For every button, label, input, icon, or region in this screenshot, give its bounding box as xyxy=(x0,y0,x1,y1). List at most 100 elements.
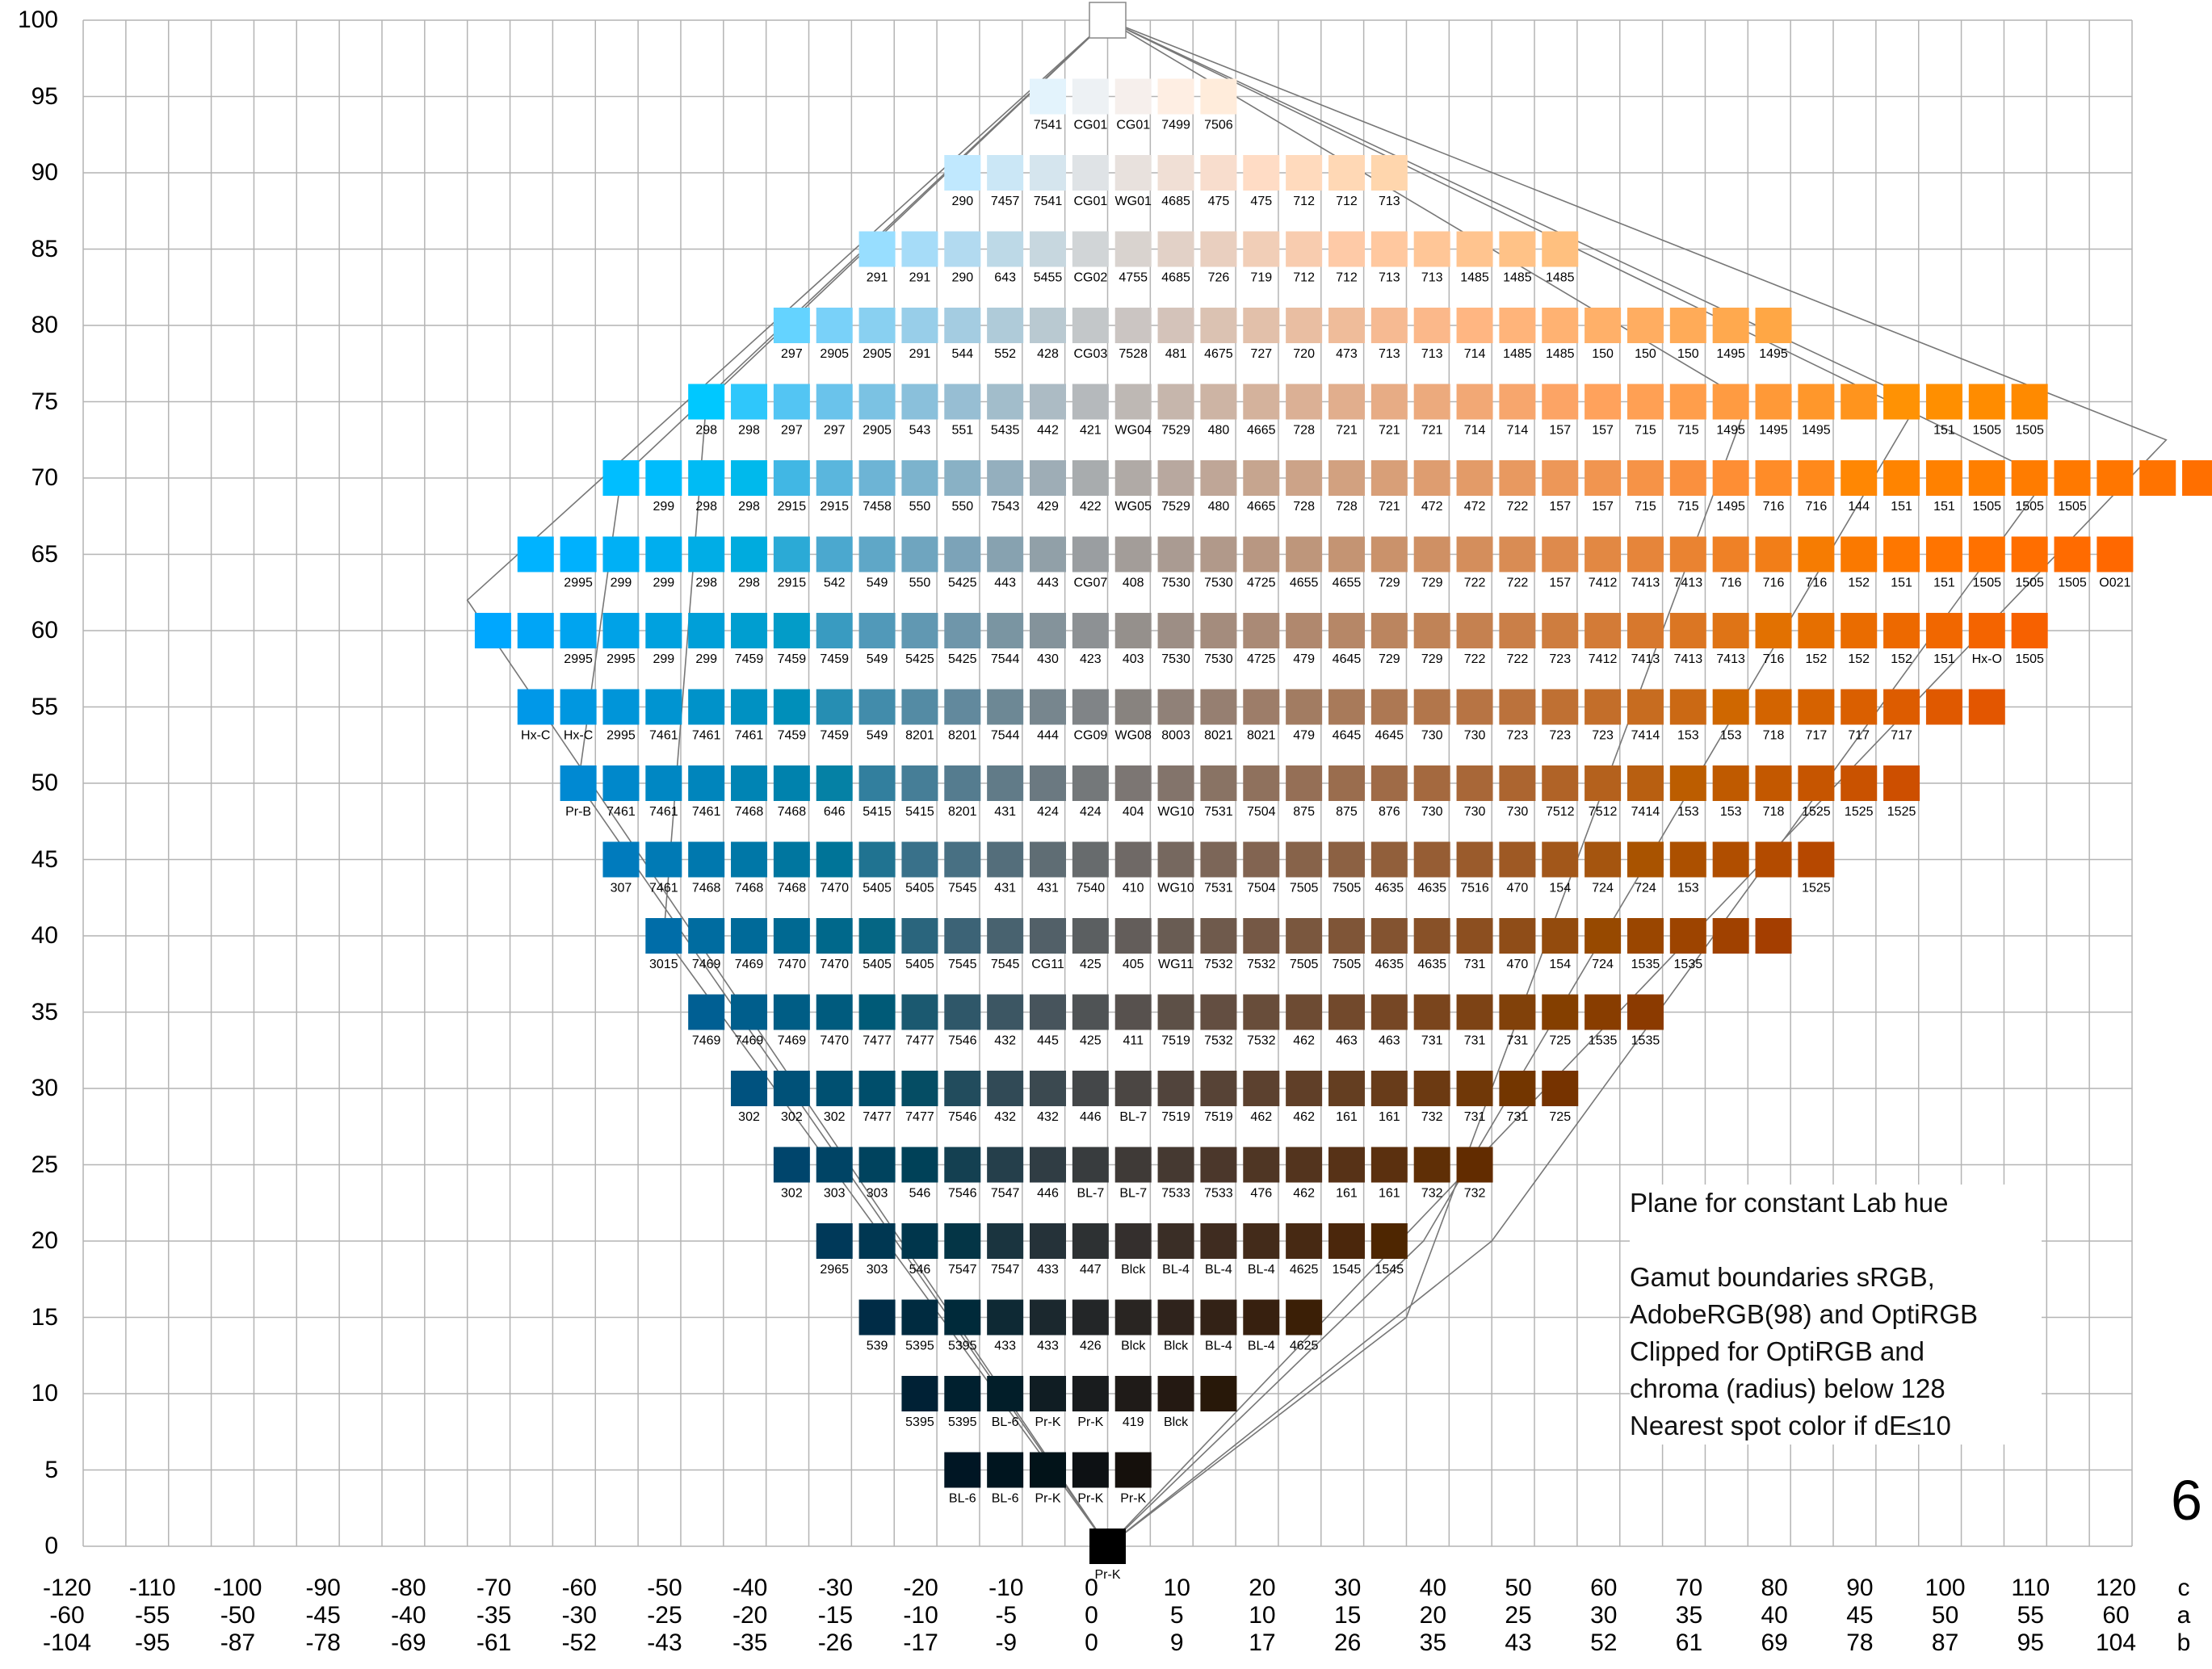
chip-swatch xyxy=(1883,536,1920,572)
color-chip: 2995 xyxy=(602,689,640,743)
chip-label: 544 xyxy=(951,347,973,361)
color-chip: 7499 xyxy=(1157,78,1194,132)
color-chip: 472 xyxy=(1413,460,1450,514)
color-chip: 716 xyxy=(1755,460,1792,514)
color-chip: 297 xyxy=(773,384,810,438)
color-chip: 1505 xyxy=(2011,536,2048,590)
chip-swatch xyxy=(1925,613,1962,648)
chip-label: Pr-K xyxy=(1077,1415,1103,1429)
color-chip: 1505 xyxy=(2011,384,2048,438)
chip-label: 723 xyxy=(1592,729,1614,743)
chip-label: 1535 xyxy=(1589,1034,1618,1048)
note-line xyxy=(1630,1222,2042,1259)
color-chip: 731 xyxy=(1456,994,1493,1048)
color-chip: 552 xyxy=(987,308,1024,361)
color-chip: 5405 xyxy=(901,841,938,895)
chip-swatch xyxy=(1968,384,2005,420)
x-tick-label-b: -104 xyxy=(42,1629,92,1656)
chip-label: 7505 xyxy=(1333,882,1362,895)
chip-swatch xyxy=(1584,536,1622,572)
chip-label: 302 xyxy=(781,1187,803,1201)
chip-label: 713 xyxy=(1421,271,1443,285)
chip-label: 716 xyxy=(1806,577,1828,590)
y-tick-label: 70 xyxy=(31,464,58,491)
x-tick-label-c: 90 xyxy=(1846,1575,1874,1601)
chip-swatch xyxy=(1413,994,1450,1030)
color-chip: 713 xyxy=(1413,231,1450,285)
chip-label: 153 xyxy=(1720,729,1742,743)
chip-swatch xyxy=(1286,231,1323,267)
chip-swatch xyxy=(1200,918,1237,954)
chip-label: 731 xyxy=(1464,958,1486,971)
color-chip: 3015 xyxy=(645,918,682,971)
x-tick-label-c: 0 xyxy=(1085,1575,1098,1601)
color-chip: 716 xyxy=(1755,536,1792,590)
color-chip: 298 xyxy=(688,384,725,438)
chip-swatch xyxy=(1030,536,1067,572)
chip-swatch xyxy=(1157,1376,1194,1411)
color-chip: 470 xyxy=(1499,918,1536,971)
chip-label: 480 xyxy=(1208,424,1230,438)
color-chip: WG01 xyxy=(1115,155,1152,208)
chip-swatch xyxy=(1328,1223,1365,1259)
chip-label: 7412 xyxy=(1589,652,1618,666)
chip-swatch xyxy=(1030,613,1067,648)
color-chip: 546 xyxy=(901,1223,938,1277)
chip-swatch xyxy=(688,384,725,420)
color-chip: WG05 xyxy=(1115,460,1152,514)
chip-label: 444 xyxy=(1037,729,1059,743)
x-tick-label-c: 110 xyxy=(2011,1575,2050,1601)
chip-label: 4635 xyxy=(1417,958,1446,971)
chip-label: 7461 xyxy=(649,729,678,743)
chip-swatch xyxy=(1712,460,1749,496)
chip-label: 722 xyxy=(1464,577,1486,590)
chip-label: 151 xyxy=(1933,424,1955,438)
color-chip: 7540 xyxy=(1072,841,1109,895)
chip-label: 472 xyxy=(1421,500,1443,514)
chip-label: 298 xyxy=(738,500,760,514)
x-tick-label-c: -70 xyxy=(476,1575,512,1601)
note-line: Plane for constant Lab hue xyxy=(1630,1188,1949,1218)
chip-swatch xyxy=(1114,765,1152,801)
chip-swatch xyxy=(645,918,682,954)
chip-swatch xyxy=(1157,231,1194,267)
chip-swatch xyxy=(1456,460,1493,496)
color-chip: 431 xyxy=(987,765,1024,819)
chip-swatch xyxy=(1200,78,1237,115)
chip-swatch xyxy=(987,155,1024,191)
color-chip: 7546 xyxy=(944,994,981,1048)
chip-label: 161 xyxy=(1336,1110,1358,1124)
color-chip xyxy=(1883,384,1920,420)
chip-label: 1505 xyxy=(2058,577,2087,590)
color-chip: 729 xyxy=(1413,613,1450,666)
chip-label: 8021 xyxy=(1204,729,1233,743)
chip-label: 731 xyxy=(1507,1110,1529,1124)
chip-label: 7545 xyxy=(948,958,977,971)
chip-label: 1505 xyxy=(1972,577,2001,590)
chip-swatch xyxy=(773,994,810,1030)
chip-swatch xyxy=(731,536,768,572)
color-chip: 297 xyxy=(816,384,853,438)
color-chip: 720 xyxy=(1286,308,1323,361)
color-chip: 1495 xyxy=(1712,384,1749,438)
chip-label: Pr-K xyxy=(1035,1415,1061,1429)
chip-label: 299 xyxy=(653,577,674,590)
chip-swatch xyxy=(1157,78,1194,115)
chip-label: 549 xyxy=(867,652,888,666)
chip-label: 1505 xyxy=(1972,424,2001,438)
color-chip: 426 xyxy=(1072,1299,1109,1353)
chip-label: 476 xyxy=(1250,1187,1272,1201)
x-tick-label-b: -69 xyxy=(391,1629,426,1656)
x-tick-label-c: 10 xyxy=(1163,1575,1190,1601)
color-chip: WG10 xyxy=(1157,841,1194,895)
color-chip: 722 xyxy=(1499,460,1536,514)
color-chip: 714 xyxy=(1499,384,1536,438)
chip-swatch xyxy=(987,841,1024,878)
chip-swatch xyxy=(816,460,853,496)
color-chip: 8201 xyxy=(901,689,938,743)
color-chip: 728 xyxy=(1286,384,1323,438)
chip-label: 723 xyxy=(1549,729,1571,743)
color-chip: 7530 xyxy=(1157,613,1194,666)
chip-swatch xyxy=(1584,994,1622,1030)
chip-swatch xyxy=(1200,155,1237,191)
